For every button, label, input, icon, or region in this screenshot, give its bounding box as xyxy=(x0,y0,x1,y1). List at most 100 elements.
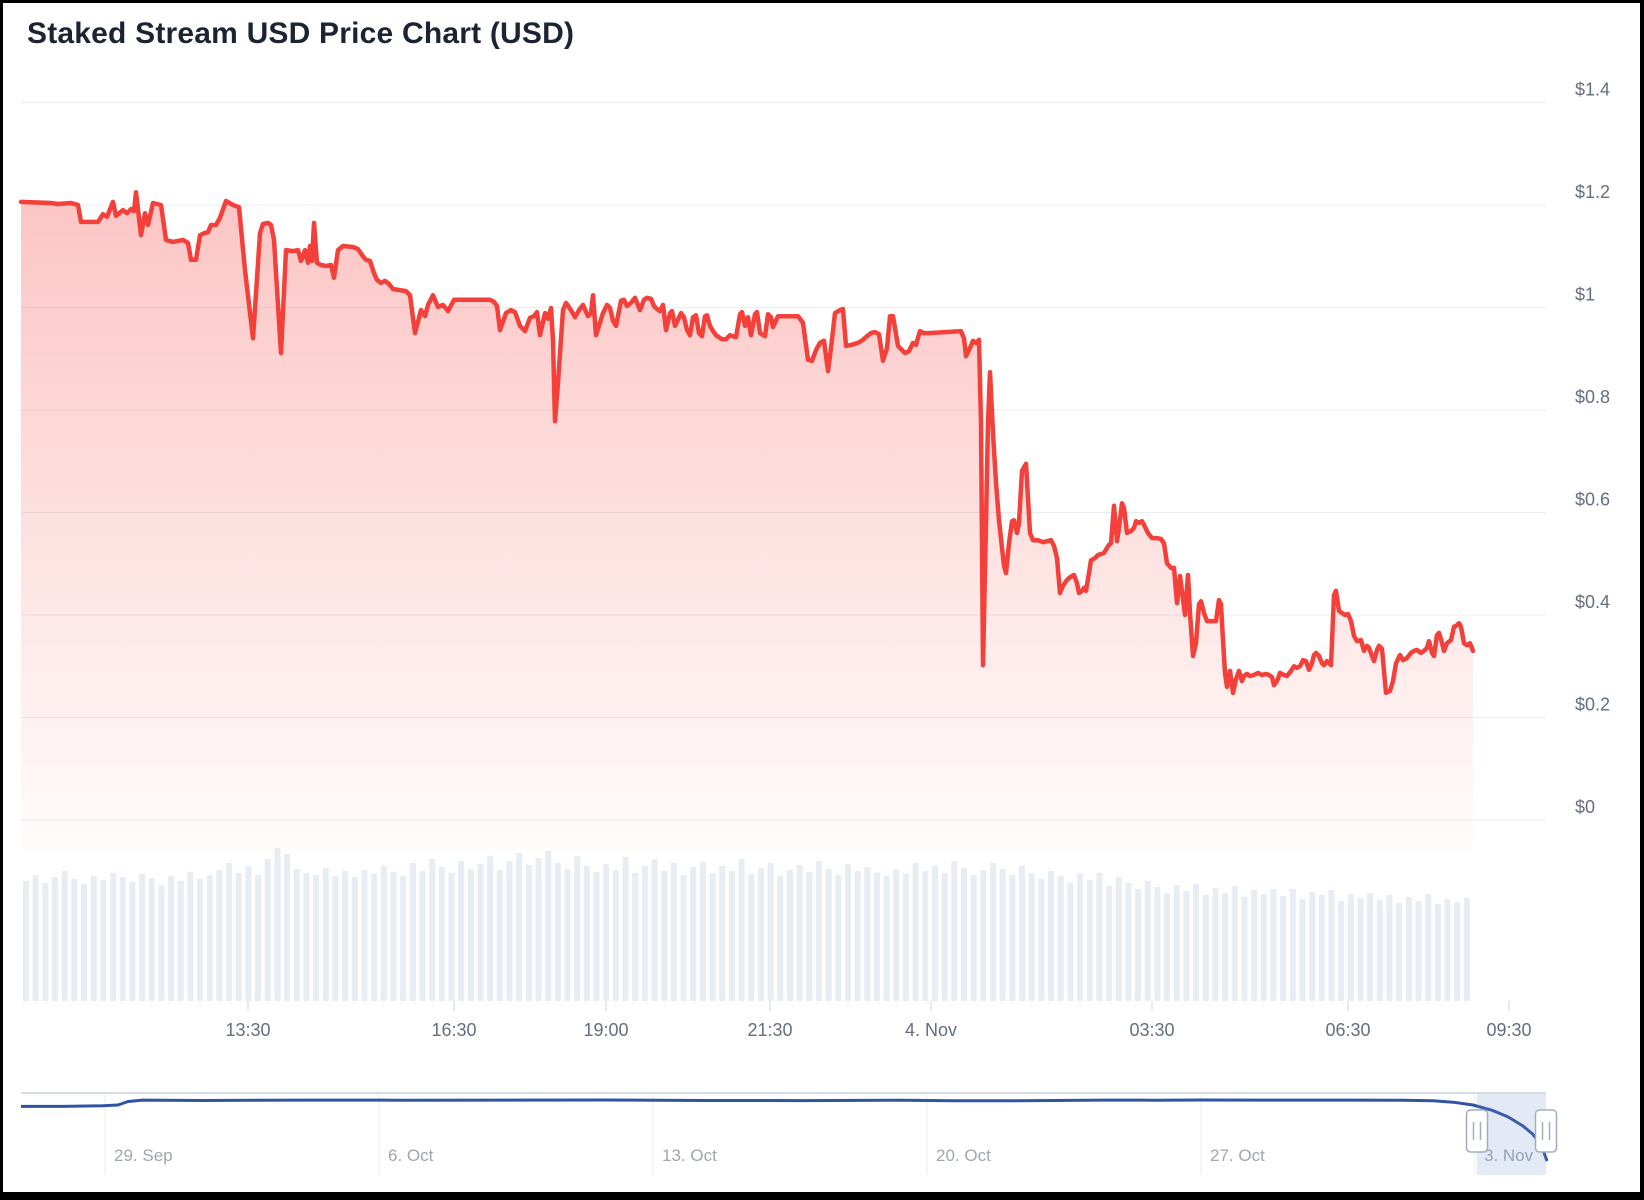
volume-bar xyxy=(912,863,919,1001)
volume-bar xyxy=(902,874,909,1001)
volume-bar xyxy=(661,871,668,1001)
x-axis-label: 4. Nov xyxy=(905,1020,957,1040)
volume-bar xyxy=(119,877,126,1001)
volume-bar xyxy=(52,877,59,1001)
volume-bars xyxy=(23,848,1470,1001)
volume-bar xyxy=(1396,903,1403,1001)
volume-bar xyxy=(632,873,639,1001)
volume-bar xyxy=(448,873,455,1001)
volume-bar xyxy=(32,875,39,1001)
volume-bar xyxy=(1405,897,1412,1001)
volume-bar xyxy=(1386,895,1393,1001)
volume-bar xyxy=(970,875,977,1001)
volume-bar xyxy=(264,859,271,1001)
volume-bar xyxy=(361,870,368,1001)
volume-bar xyxy=(61,871,68,1001)
volume-bar xyxy=(1463,898,1470,1001)
volume-bar xyxy=(1202,895,1209,1001)
volume-bar xyxy=(81,884,88,1001)
volume-bar xyxy=(110,873,117,1001)
volume-bar xyxy=(777,876,784,1001)
volume-bar xyxy=(728,871,735,1001)
volume-bar xyxy=(496,870,503,1001)
volume-bar xyxy=(883,876,890,1001)
volume-bar xyxy=(1318,895,1325,1001)
volume-bar xyxy=(796,865,803,1001)
volume-bar xyxy=(1241,897,1248,1001)
volume-bar xyxy=(1038,879,1045,1001)
volume-bar xyxy=(738,859,745,1001)
navigator: 29. Sep 6. Oct 13. Oct 20. Oct 27. Oct 3. Nov xyxy=(21,1092,1558,1175)
volume-bar xyxy=(603,864,610,1001)
volume-bar xyxy=(680,875,687,1001)
volume-bar xyxy=(1299,899,1306,1001)
volume-bar xyxy=(535,858,542,1001)
volume-bar xyxy=(709,873,716,1001)
volume-bar xyxy=(187,872,194,1001)
volume-bar xyxy=(23,881,29,1001)
volume-bar xyxy=(931,866,938,1001)
volume-bar xyxy=(757,868,764,1001)
y-axis-label: $0 xyxy=(1575,797,1595,817)
navigator-handle-right-body[interactable] xyxy=(1534,1109,1558,1153)
volume-bar xyxy=(380,866,387,1001)
navigator-handle-left-body[interactable] xyxy=(1465,1109,1489,1153)
navigator-selected-range[interactable] xyxy=(1477,1094,1546,1175)
navigator-date-label: 6. Oct xyxy=(388,1146,434,1165)
volume-bar xyxy=(999,869,1006,1001)
volume-bar xyxy=(1270,889,1277,1001)
navigator-handle-right[interactable] xyxy=(1534,1109,1558,1153)
volume-bar xyxy=(767,863,774,1001)
volume-bar xyxy=(293,869,300,1001)
volume-bar xyxy=(670,863,677,1001)
volume-bar xyxy=(206,875,213,1001)
volume-bar xyxy=(342,871,349,1001)
volume-bar xyxy=(1425,894,1432,1001)
y-axis-label: $0.2 xyxy=(1575,695,1610,715)
volume-bar xyxy=(545,851,552,1001)
volume-bar xyxy=(400,876,407,1001)
volume-bar xyxy=(322,868,329,1001)
volume-bar xyxy=(864,867,871,1001)
volume-bar xyxy=(951,861,958,1001)
volume-bar xyxy=(1415,901,1422,1001)
volume-bar xyxy=(719,866,726,1001)
volume-bar xyxy=(980,870,987,1001)
volume-bar xyxy=(226,863,233,1001)
volume-bar xyxy=(245,866,252,1001)
volume-bar xyxy=(1125,883,1132,1001)
volume-bar xyxy=(1077,874,1084,1001)
volume-bar xyxy=(1009,875,1016,1001)
volume-bar xyxy=(458,861,465,1001)
x-axis-label: 06:30 xyxy=(1325,1020,1370,1040)
volume-bar xyxy=(574,856,581,1001)
volume-bar xyxy=(467,869,474,1001)
volume-bar xyxy=(835,875,842,1001)
plot-area[interactable] xyxy=(21,63,1546,1003)
volume-bar xyxy=(1154,887,1161,1001)
volume-bar xyxy=(177,881,184,1001)
volume-bar xyxy=(284,854,291,1001)
volume-bar xyxy=(438,867,445,1001)
x-axis-label: 13:30 xyxy=(225,1020,270,1040)
volume-bar xyxy=(1309,892,1316,1001)
volume-bar xyxy=(922,871,929,1001)
volume-bar xyxy=(158,885,165,1001)
x-axis-label: 16:30 xyxy=(431,1020,476,1040)
navigator-handle-left[interactable] xyxy=(1465,1109,1489,1153)
price-chart: $1.4 $1.2 $1 $0.8 $0.6 $0.4 $0.2 $0 13:30 16:30 19… xyxy=(18,63,1610,1175)
volume-bar xyxy=(786,870,793,1001)
x-axis-label: 09:30 xyxy=(1486,1020,1531,1040)
volume-bar xyxy=(622,857,629,1001)
navigator-date-label: 27. Oct xyxy=(1210,1146,1265,1165)
navigator-date-label: 20. Oct xyxy=(936,1146,991,1165)
volume-bar xyxy=(313,875,320,1001)
volume-bar xyxy=(487,856,494,1001)
volume-bar xyxy=(1028,873,1035,1001)
volume-bar xyxy=(1444,899,1451,1001)
volume-bar xyxy=(844,864,851,1001)
volume-bar xyxy=(235,873,242,1001)
volume-bar xyxy=(332,876,339,1001)
volume-bar xyxy=(1222,893,1229,1001)
